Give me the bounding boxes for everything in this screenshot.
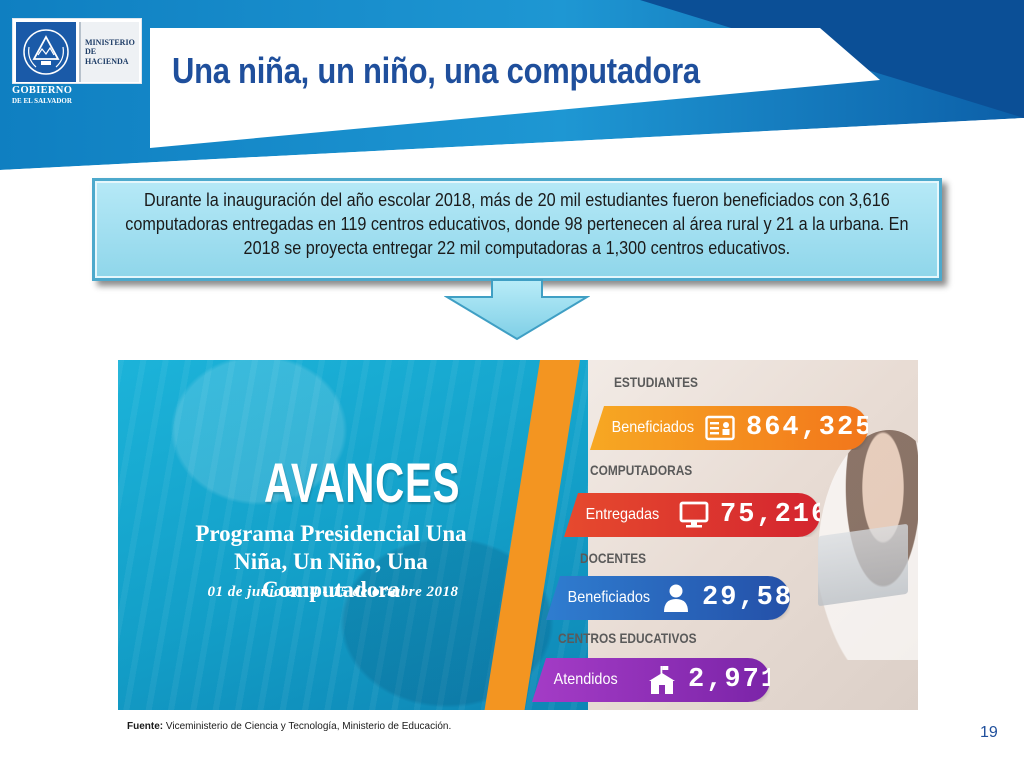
stat-category-estudiantes: ESTUDIANTES [614, 374, 698, 390]
stat-bar-centros: Atendidos 2,971 [532, 658, 770, 702]
stat-bar-estudiantes: Beneficiados 864,325 [590, 406, 868, 450]
stat-category-centros: CENTROS EDUCATIVOS [558, 630, 697, 646]
stat-category-computadoras: COMPUTADORAS [590, 462, 693, 478]
stat-category-docentes: DOCENTES [580, 550, 647, 566]
source-note: Fuente: Viceministerio de Ciencia y Tecn… [127, 721, 451, 732]
gov-line-1: GOBIERNO [12, 85, 73, 96]
ministry-label: MINISTERIO DE HACIENDA [79, 22, 139, 82]
page-number: 19 [980, 724, 998, 741]
school-icon [644, 664, 680, 696]
stat-label: Beneficiados [611, 419, 695, 436]
avances-heading: AVANCES [264, 451, 461, 514]
stat-value: 75,216 [720, 500, 830, 530]
page-title: Una niña, un niño, una computadora [172, 50, 700, 91]
source-text: Viceministerio de Ciencia y Tecnología, … [163, 721, 452, 732]
id-card-icon [702, 412, 738, 444]
laptop-photo [818, 523, 908, 607]
government-label: GOBIERNO DE EL SALVADOR [12, 85, 84, 105]
gov-line-2: DE EL SALVADOR [12, 96, 72, 105]
callout-text: Durante la inauguración del año escolar … [125, 190, 909, 258]
logo: MINISTERIO DE HACIENDA [12, 18, 142, 84]
program-name: Programa Presidencial Una Niña, Un Niño,… [195, 521, 467, 602]
stat-bar-docentes: Beneficiados 29,582 [546, 576, 790, 620]
summary-callout: Durante la inauguración del año escolar … [92, 178, 942, 281]
stat-label: Entregadas [585, 506, 660, 523]
person-icon [658, 582, 694, 614]
stat-bar-computadoras: Entregadas 75,216 [564, 493, 820, 537]
blue-panel [118, 360, 588, 710]
program-dates: 01 de junio 2014 - 15 de octubre 2018 [207, 584, 459, 600]
monitor-icon [676, 499, 712, 531]
down-arrow-icon [444, 279, 590, 341]
stat-value: 864,325 [746, 413, 874, 443]
stat-value: 2,971 [688, 665, 780, 695]
coat-of-arms-icon [16, 22, 76, 82]
stat-label: Atendidos [553, 671, 618, 688]
stat-label: Beneficiados [567, 589, 651, 606]
stat-value: 29,582 [702, 583, 812, 613]
header-banner [0, 0, 1024, 175]
source-label: Fuente: [127, 721, 164, 732]
avances-infographic: AVANCES Programa Presidencial Una Niña, … [118, 360, 918, 710]
